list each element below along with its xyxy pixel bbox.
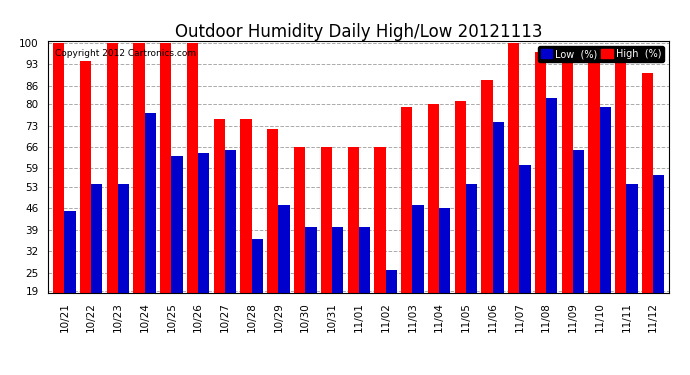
Title: Outdoor Humidity Daily High/Low 20121113: Outdoor Humidity Daily High/Low 20121113 xyxy=(175,23,542,41)
Bar xyxy=(600,107,611,349)
Bar xyxy=(428,104,439,349)
Bar xyxy=(627,184,638,349)
Bar xyxy=(653,174,664,349)
Bar xyxy=(546,98,558,349)
Bar xyxy=(241,119,252,349)
Bar xyxy=(642,74,653,349)
Bar xyxy=(321,147,332,349)
Bar xyxy=(455,101,466,349)
Bar xyxy=(53,43,64,349)
Bar xyxy=(374,147,386,349)
Bar xyxy=(508,43,520,349)
Bar xyxy=(562,58,573,349)
Bar xyxy=(535,52,546,349)
Bar xyxy=(615,58,627,349)
Bar xyxy=(160,43,171,349)
Bar xyxy=(305,226,317,349)
Bar xyxy=(573,150,584,349)
Bar xyxy=(64,211,76,349)
Bar xyxy=(107,43,118,349)
Bar xyxy=(133,43,145,349)
Bar xyxy=(294,147,305,349)
Bar xyxy=(225,150,236,349)
Bar xyxy=(348,147,359,349)
Bar xyxy=(80,61,91,349)
Bar xyxy=(386,270,397,349)
Bar xyxy=(359,226,370,349)
Bar xyxy=(198,153,210,349)
Bar xyxy=(279,205,290,349)
Bar xyxy=(145,113,156,349)
Bar xyxy=(171,156,183,349)
Bar xyxy=(187,43,198,349)
Bar xyxy=(332,226,343,349)
Text: Copyright 2012 Cartronics.com: Copyright 2012 Cartronics.com xyxy=(55,49,196,58)
Bar xyxy=(493,123,504,349)
Bar xyxy=(401,107,413,349)
Bar xyxy=(91,184,102,349)
Bar xyxy=(267,129,279,349)
Bar xyxy=(252,239,263,349)
Bar xyxy=(589,58,600,349)
Bar xyxy=(118,184,129,349)
Bar xyxy=(214,119,225,349)
Bar xyxy=(466,184,477,349)
Bar xyxy=(520,165,531,349)
Legend: Low  (%), High  (%): Low (%), High (%) xyxy=(538,46,664,62)
Bar xyxy=(413,205,424,349)
Bar xyxy=(439,208,451,349)
Bar xyxy=(482,80,493,349)
